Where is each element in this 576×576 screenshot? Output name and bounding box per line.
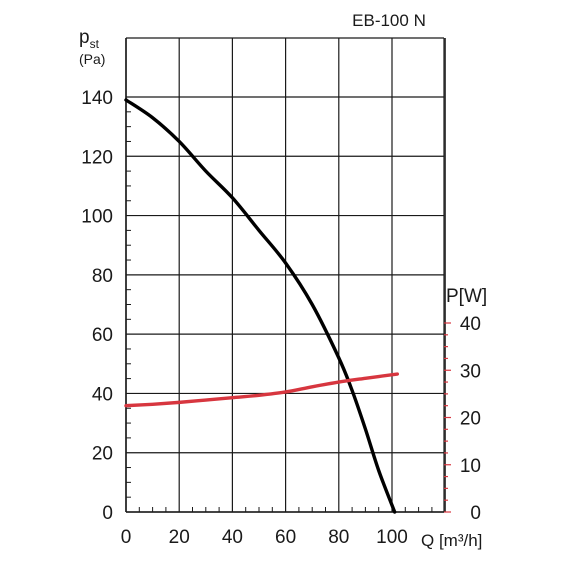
y2-tick-label: 10 [460, 456, 481, 477]
y-tick-label: 100 [81, 207, 113, 228]
y-tick-label: 140 [81, 88, 113, 109]
x-tick-label: 0 [121, 527, 132, 548]
y-tick-label: 80 [92, 266, 113, 287]
x-tick-label: 80 [328, 527, 349, 548]
y-axis-label: pst [79, 27, 100, 51]
y-axis-unit: (Pa) [79, 51, 105, 67]
y-tick-label: 40 [92, 384, 113, 405]
series-lines [124, 98, 400, 514]
y2-axis-label: P[W] [446, 286, 487, 307]
x-tick-label: 20 [169, 527, 190, 548]
y-axis-label-sub: st [90, 37, 100, 51]
grid [125, 37, 446, 513]
x-tick-label: 100 [376, 527, 408, 548]
power-curve-line [124, 372, 400, 408]
x-axis-label: Q [m³/h] [421, 531, 482, 550]
chart-title: EB-100 N [352, 11, 426, 30]
y2-tick-label: 30 [460, 361, 481, 382]
y-tick-label: 0 [102, 503, 113, 524]
minor-ticks [126, 111, 451, 513]
x-tick-label: 60 [275, 527, 296, 548]
y2-tick-label: 40 [460, 314, 481, 335]
y-tick-label: 120 [81, 147, 113, 168]
tick-labels: 0 20 40 60 80 100 0 20 40 60 80 100 120 140 0 10 20 30 40 [81, 88, 481, 548]
y2-tick-label: 20 [460, 409, 481, 430]
y-tick-label: 60 [92, 325, 113, 346]
y-axis-label-main: p [79, 27, 90, 48]
y2-tick-label: 0 [470, 503, 481, 524]
x-tick-label: 40 [222, 527, 243, 548]
pressure-curve-line [124, 98, 397, 514]
y-tick-label: 20 [92, 444, 113, 465]
